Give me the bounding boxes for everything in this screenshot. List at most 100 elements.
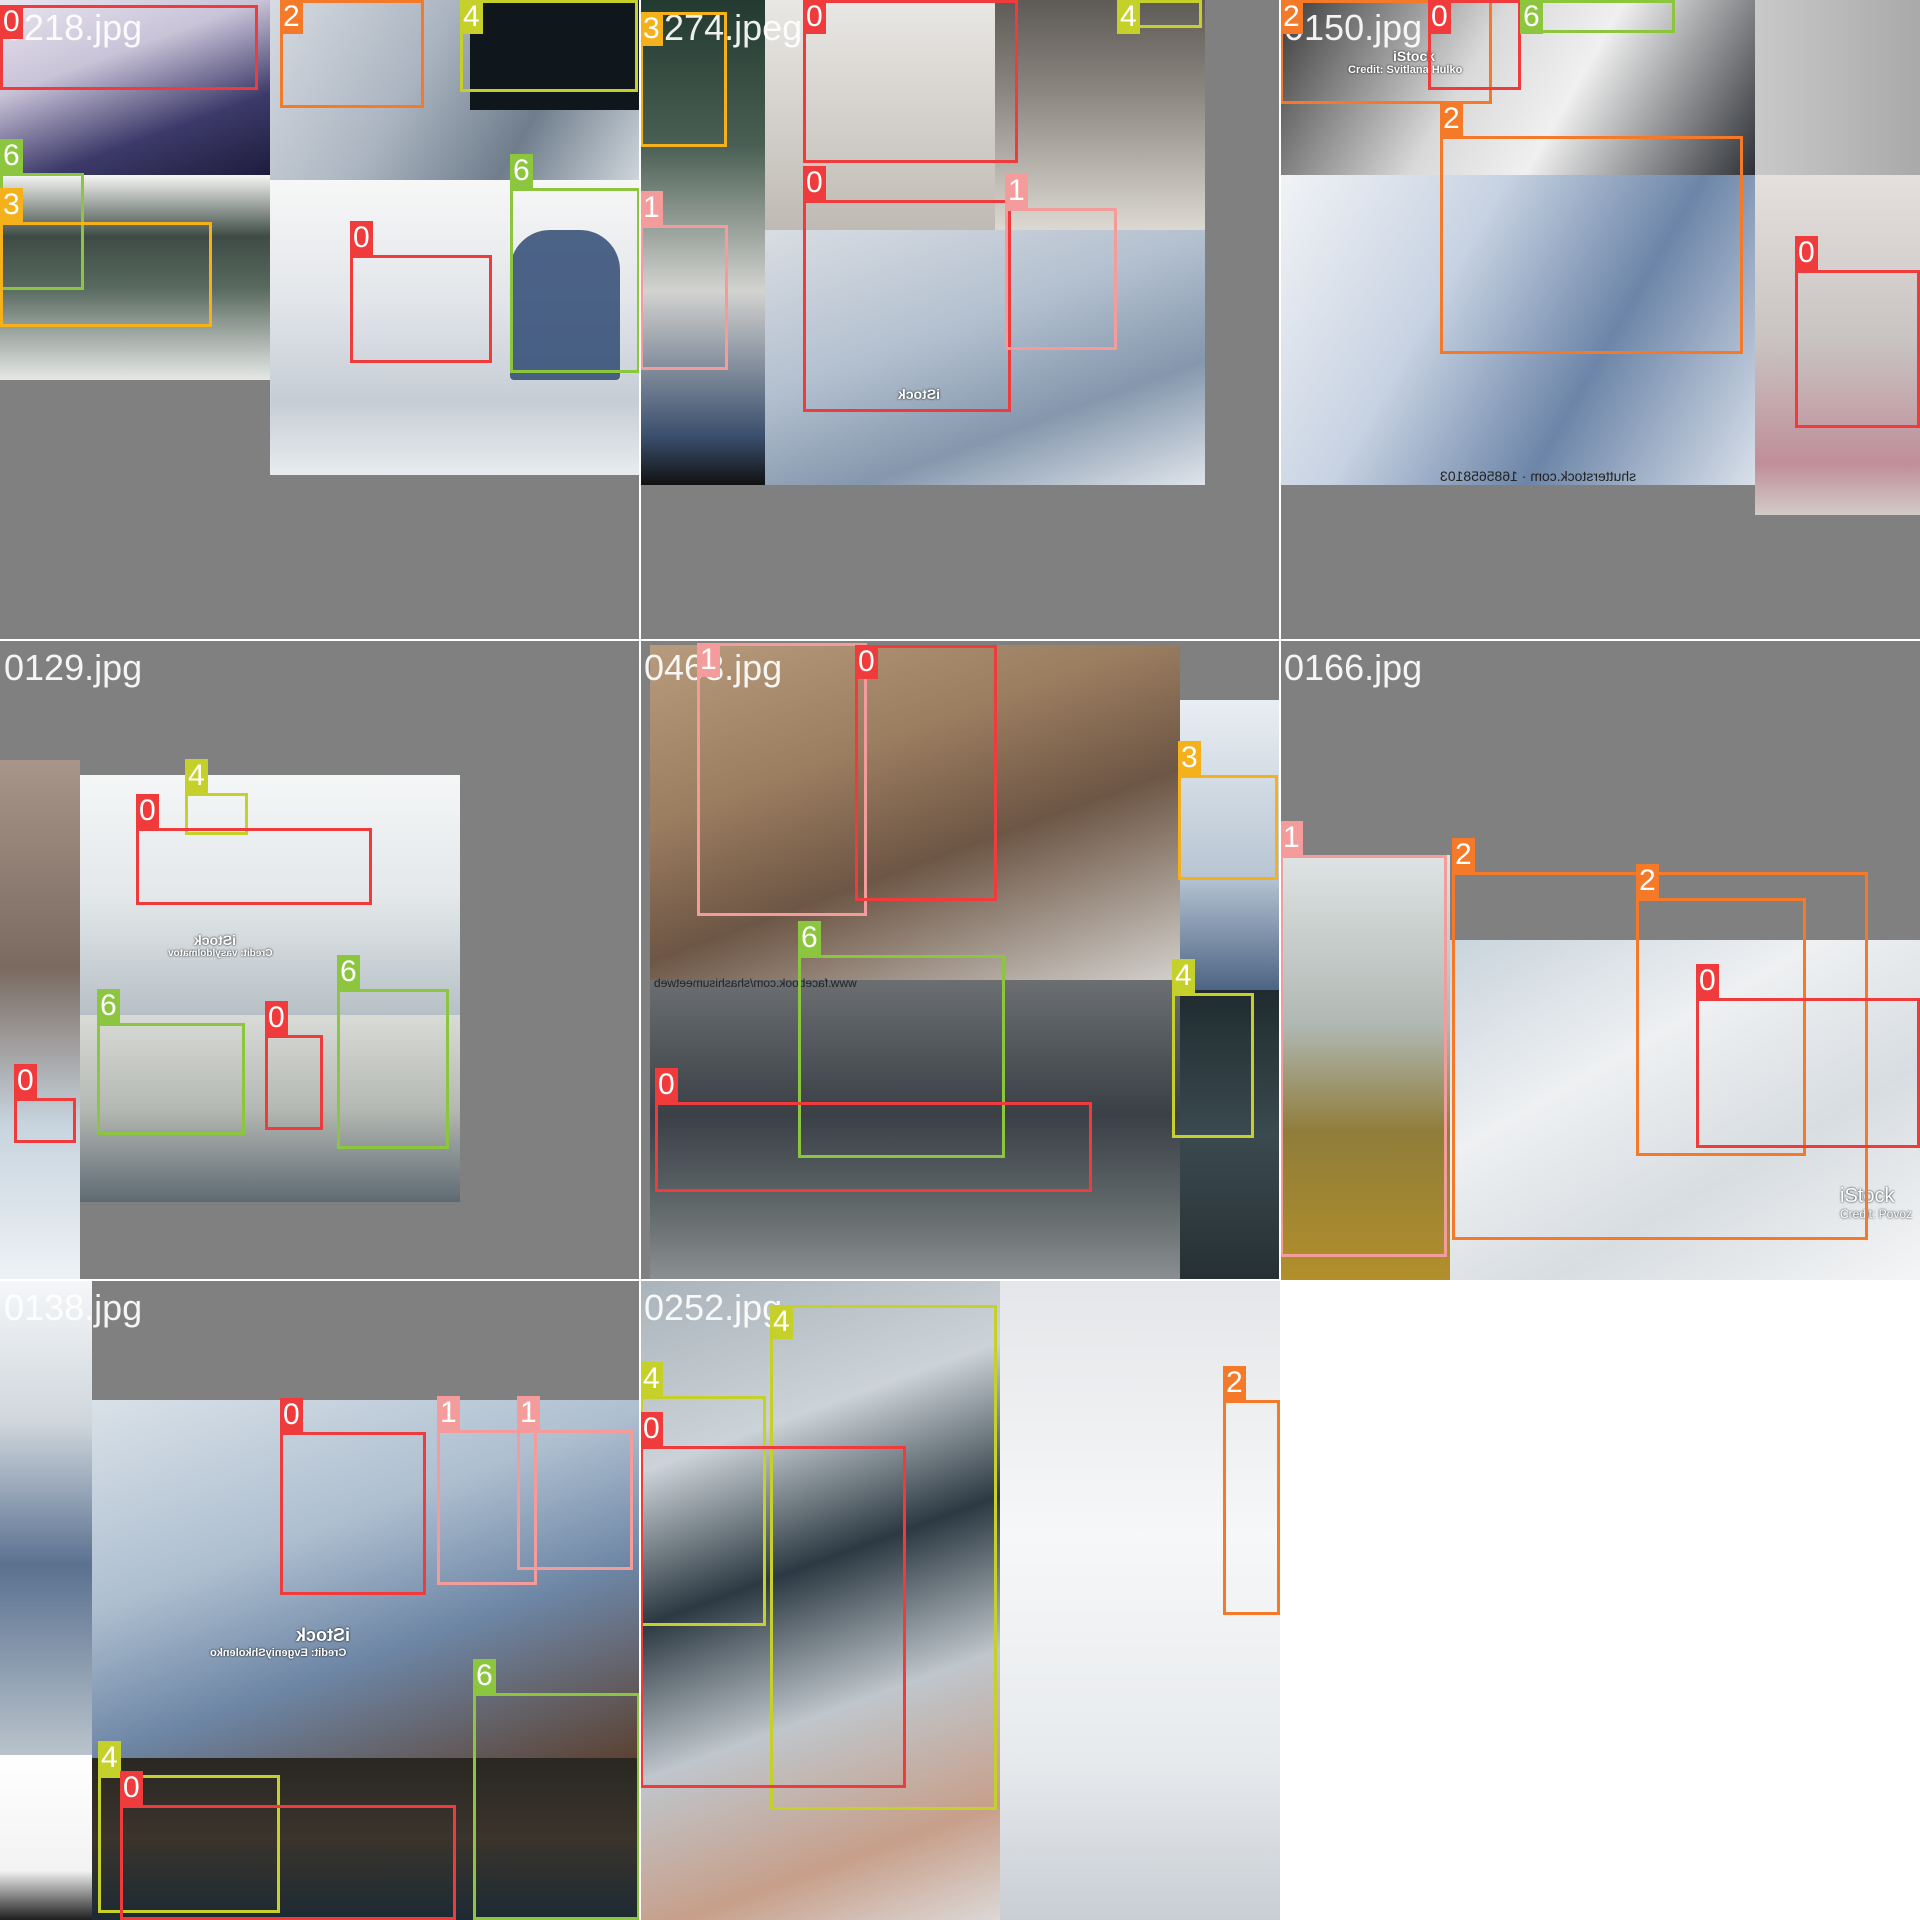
class-label: 6 bbox=[0, 139, 23, 173]
photo bbox=[0, 760, 80, 1280]
class-label: 2 bbox=[1440, 102, 1463, 136]
tile-title: 0252.jpg bbox=[644, 1287, 783, 1328]
watermark: iStock bbox=[194, 932, 237, 948]
class-label: 4 bbox=[640, 1362, 663, 1396]
photo bbox=[995, 0, 1205, 230]
class-label: 2 bbox=[1280, 0, 1303, 34]
tile-0150: iStock Credit: Svitlana Hulko shuttersto… bbox=[1280, 0, 1920, 640]
photo bbox=[765, 230, 1205, 485]
grid-separator bbox=[639, 0, 641, 1920]
detection-box: 1 bbox=[1280, 821, 1447, 1257]
photo bbox=[80, 1015, 460, 1202]
detection-box: 3 bbox=[1178, 741, 1278, 880]
class-label: 2 bbox=[280, 0, 303, 34]
detection-box: 1 bbox=[1005, 174, 1117, 350]
detection-box: 0 bbox=[803, 0, 1018, 163]
class-label: 1 bbox=[697, 643, 720, 677]
class-label: 6 bbox=[1520, 0, 1543, 34]
class-label: 2 bbox=[1223, 1366, 1246, 1400]
detection-box: 0 bbox=[803, 166, 1011, 412]
detection-box: 3 bbox=[0, 188, 212, 327]
class-label: 6 bbox=[473, 1659, 496, 1693]
class-label: 0 bbox=[14, 1064, 37, 1098]
watermark: Credit: EvgeniyShkolenko bbox=[210, 1647, 347, 1659]
photo bbox=[1280, 855, 1450, 1280]
detection-box: 2 bbox=[1636, 864, 1806, 1156]
watermark: Credit: vasyldolmatov bbox=[168, 948, 273, 959]
detection-box: 0 bbox=[1428, 0, 1521, 90]
detection-box: 6 bbox=[1520, 0, 1675, 34]
detection-box: 6 bbox=[510, 154, 640, 373]
photo bbox=[640, 1280, 1000, 1920]
class-label: 4 bbox=[770, 1305, 793, 1339]
detection-box: 1 bbox=[517, 1396, 633, 1570]
detection-box: 2 bbox=[1280, 0, 1492, 104]
photo bbox=[92, 1400, 640, 1800]
grid-separator bbox=[0, 639, 1920, 641]
watermark: shutterstock.com · 1685658103 bbox=[1440, 468, 1637, 484]
tile-title: 0129.jpg bbox=[4, 647, 143, 688]
class-label: 0 bbox=[655, 1068, 678, 1102]
class-label: 4 bbox=[98, 1741, 121, 1775]
tile-0218: 0218.jpg 0 2 4 6 3 0 6 bbox=[0, 0, 640, 640]
class-label: 1 bbox=[1280, 821, 1303, 855]
class-label: 1 bbox=[640, 191, 663, 225]
detection-box: 0 bbox=[120, 1771, 456, 1920]
detection-box: 6 bbox=[473, 1659, 640, 1920]
empty-tile bbox=[1280, 1280, 1920, 1920]
class-label: 6 bbox=[798, 921, 821, 955]
photo bbox=[1755, 175, 1920, 515]
tile-0166: iStock Credit: Povoz 0166.jpg 1 2 2 0 bbox=[1280, 640, 1920, 1280]
class-label: 3 bbox=[1178, 741, 1201, 775]
detection-box: 0 bbox=[1696, 964, 1920, 1148]
tile-0138: iStock Credit: EvgeniyShkolenko 0138.jpg… bbox=[0, 1280, 640, 1920]
detection-box: 0 bbox=[855, 645, 997, 901]
photo bbox=[0, 1280, 92, 1755]
class-label: 2 bbox=[1636, 864, 1659, 898]
class-label: 3 bbox=[0, 188, 23, 222]
detection-box: 0 bbox=[350, 221, 492, 363]
photo bbox=[640, 0, 765, 485]
class-label: 6 bbox=[97, 989, 120, 1023]
watermark: iStock bbox=[1393, 48, 1436, 64]
class-label: 0 bbox=[0, 5, 23, 39]
detection-box: 2 bbox=[1440, 102, 1743, 354]
detection-box: 0 bbox=[1795, 236, 1920, 428]
watermark: Credit: Svitlana Hulko bbox=[1348, 64, 1463, 76]
detection-box: 2 bbox=[1452, 838, 1868, 1240]
photo bbox=[1280, 175, 1755, 485]
photo bbox=[1755, 0, 1920, 175]
class-label: 1 bbox=[1005, 174, 1028, 208]
photo bbox=[0, 1755, 92, 1920]
class-label: 0 bbox=[350, 221, 373, 255]
tile-title: 0138.jpg bbox=[4, 1287, 143, 1328]
tile-0468: www.facebook.com/shashisumeetweb 0468.jp… bbox=[640, 640, 1280, 1280]
detection-box: 0 bbox=[265, 1001, 323, 1130]
tile-title: 0166.jpg bbox=[1284, 647, 1423, 688]
detection-box: 1 bbox=[697, 643, 867, 916]
tile-0274: iStock 0274.jpeg 3 0 4 0 1 1 bbox=[640, 0, 1280, 640]
detection-box: 0 bbox=[655, 1068, 1092, 1192]
detection-box: 0 bbox=[640, 1412, 906, 1788]
tile-0252: 0252.jpg 4 4 0 2 bbox=[640, 1280, 1280, 1920]
detection-box: 4 bbox=[98, 1741, 280, 1913]
class-label: 0 bbox=[120, 1771, 143, 1805]
class-label: 2 bbox=[1452, 838, 1475, 872]
detection-box: 1 bbox=[640, 191, 728, 370]
detection-box: 4 bbox=[1172, 959, 1254, 1138]
photo bbox=[92, 1758, 640, 1920]
detection-box: 1 bbox=[437, 1396, 537, 1585]
detection-box: 2 bbox=[1223, 1366, 1280, 1615]
class-label: 6 bbox=[510, 154, 533, 188]
detection-box: 6 bbox=[97, 989, 245, 1135]
class-label: 4 bbox=[185, 759, 208, 793]
detection-box: 6 bbox=[337, 955, 449, 1149]
detection-box: 3 bbox=[640, 12, 727, 147]
class-label: 6 bbox=[337, 955, 360, 989]
tile-0129: iStock Credit: vasyldolmatov 0129.jpg 4 … bbox=[0, 640, 640, 1280]
detection-box: 0 bbox=[14, 1064, 76, 1143]
class-label: 0 bbox=[855, 645, 878, 679]
class-label: 3 bbox=[640, 12, 663, 46]
class-label: 0 bbox=[265, 1001, 288, 1035]
